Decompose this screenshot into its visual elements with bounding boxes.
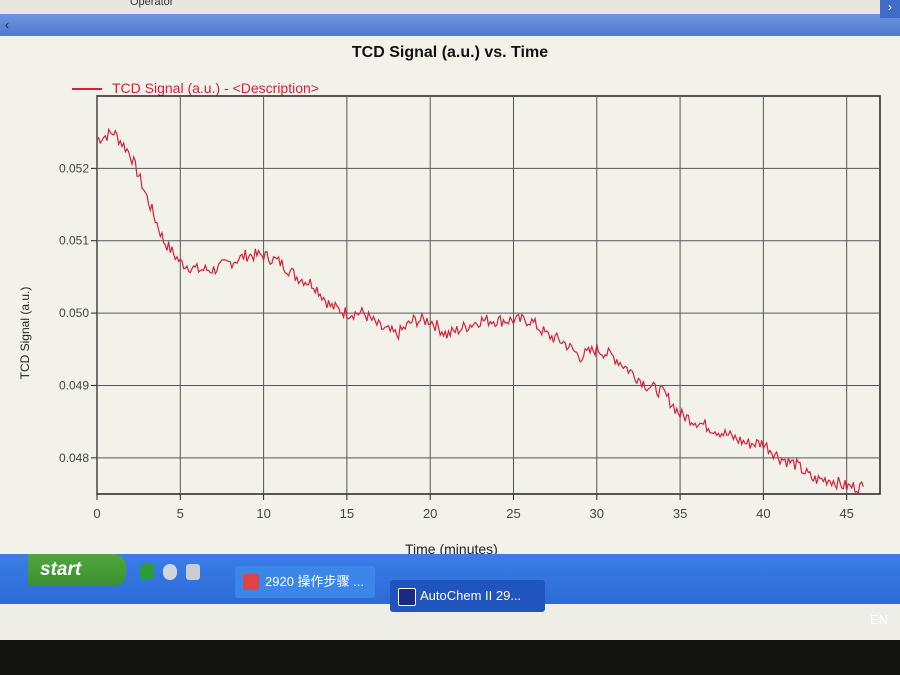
x-tick-label: 30 bbox=[590, 506, 604, 521]
y-tick-label: 0.050 bbox=[59, 306, 89, 320]
plot-area: 0 5 10 15 20 25 30 35 40 45 0.048 0.049 0.050 0.051 0.… bbox=[59, 95, 881, 521]
task-label: 2920 操作步骤 ... bbox=[265, 574, 364, 589]
x-axis-label: Time (minutes) bbox=[405, 541, 498, 557]
x-tick-label: 25 bbox=[506, 506, 520, 521]
desktop-icon[interactable] bbox=[186, 564, 200, 580]
task-button-doc[interactable]: 2920 操作步骤 ... bbox=[235, 566, 375, 598]
y-tick-label: 0.049 bbox=[59, 378, 89, 392]
x-tick-label: 20 bbox=[423, 506, 437, 521]
y-tick-label: 0.052 bbox=[59, 161, 89, 175]
y-tick-label: 0.051 bbox=[59, 234, 89, 248]
start-button[interactable]: start bbox=[28, 554, 126, 586]
chart-panel: TCD Signal (a.u.) vs. Time TCD Signal (a… bbox=[0, 36, 900, 557]
start-label: start bbox=[40, 559, 82, 580]
chart-title: TCD Signal (a.u.) vs. Time bbox=[351, 44, 549, 61]
screen: Operator ‹ › TCD Signal (a.u.) vs. Time … bbox=[0, 0, 900, 640]
series-line bbox=[96, 127, 864, 495]
scroll-right-button[interactable]: › bbox=[880, 0, 900, 18]
top-text: Operator bbox=[130, 0, 174, 8]
plot-frame bbox=[96, 95, 881, 495]
taskbar: start 2920 操作步骤 ... AutoChem II 29... EN bbox=[0, 554, 900, 627]
task-label: AutoChem II 29... bbox=[420, 588, 522, 603]
task-button-autochem[interactable]: AutoChem II 29... bbox=[390, 580, 545, 612]
app-icon bbox=[398, 588, 416, 606]
y-axis-label: TCD Signal (a.u.) bbox=[18, 286, 32, 380]
legend-label: TCD Signal (a.u.) - <Description> bbox=[112, 80, 319, 96]
x-tick-label: 35 bbox=[673, 506, 687, 521]
x-tick-label: 40 bbox=[756, 506, 770, 521]
language-indicator[interactable]: EN bbox=[869, 612, 888, 627]
browser-icon[interactable] bbox=[163, 564, 177, 580]
legend-swatch bbox=[72, 88, 102, 91]
horizontal-scrollbar[interactable]: ‹ › bbox=[0, 0, 900, 36]
x-tick-label: 5 bbox=[177, 506, 184, 521]
x-tick-label: 0 bbox=[93, 506, 100, 521]
y-tick-label: 0.048 bbox=[59, 451, 89, 465]
x-tick-label: 10 bbox=[256, 506, 270, 521]
quicklaunch-icon[interactable] bbox=[140, 564, 154, 580]
x-tick-label: 15 bbox=[340, 506, 354, 521]
scroll-left-button[interactable]: ‹ bbox=[5, 18, 9, 32]
legend: TCD Signal (a.u.) - <Description> bbox=[72, 80, 319, 96]
window-top-strip: Operator bbox=[0, 0, 900, 14]
x-tick-label: 45 bbox=[839, 506, 853, 521]
document-icon bbox=[243, 574, 259, 590]
